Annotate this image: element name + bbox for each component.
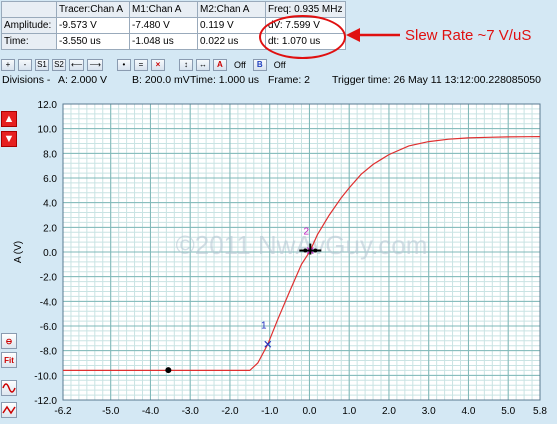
marker-cross[interactable] [264, 340, 272, 348]
y-axis-label: A (V) [13, 241, 24, 263]
marker-label: 1 [261, 320, 267, 331]
marker-mode-button[interactable]: = [133, 59, 148, 71]
scale-down-icon[interactable]: ▼ [1, 131, 17, 147]
y-tick-label: -6.0 [40, 322, 58, 333]
channel-b-division: B: 200.0 mV [132, 74, 190, 86]
x-tick-label: -1.0 [261, 406, 279, 417]
x-tick-label: 5.0 [501, 406, 515, 417]
s2-button[interactable]: S2 [52, 59, 66, 71]
divisions-status-row: Divisions - A: 2.000 V B: 200.0 mV Time:… [2, 73, 555, 87]
sine-wave-icon[interactable] [1, 380, 17, 396]
zoom-in-button[interactable]: + [1, 59, 15, 71]
plot-border [62, 103, 541, 401]
scroll-left-button[interactable]: ⟵ [69, 59, 85, 71]
horizontal-cursor-button[interactable]: ↔ [195, 59, 210, 71]
x-tick-label: -2.0 [221, 406, 239, 417]
trigger-time: Trigger time: 26 May 11 13:12:00.2280850… [332, 74, 541, 86]
watermark: ©2011 NwAvGuy.com [176, 230, 428, 260]
y-tick-label: 6.0 [43, 174, 57, 185]
frame-number: Frame: 2 [268, 74, 311, 86]
x-tick-label: -4.0 [142, 406, 160, 417]
zoom-out-button[interactable]: - [18, 59, 32, 71]
freq-header: Freq: 0.935 MHz [265, 1, 346, 18]
waveform-icon[interactable] [1, 402, 17, 418]
y-tick-label: 4.0 [43, 199, 57, 210]
y-tick-label: -10.0 [34, 371, 57, 382]
y-tick-label: 10.0 [38, 125, 58, 136]
s1-button[interactable]: S1 [35, 59, 49, 71]
y-tick-label: -8.0 [40, 347, 58, 358]
x-tick-label: 4.0 [461, 406, 475, 417]
y-tick-label: -12.0 [34, 396, 57, 407]
measurement-header-row: Tracer:Chan A M1:Chan A M2:Chan A Freq: … [1, 1, 346, 18]
x-tick-label: 2.0 [382, 406, 396, 417]
clear-markers-button[interactable]: × [150, 59, 165, 71]
m1-header: M1:Chan A [129, 1, 198, 18]
measurement-table: Tracer:Chan A M1:Chan A M2:Chan A Freq: … [1, 1, 346, 50]
x-tick-label: 1.0 [342, 406, 356, 417]
y-tick-label: -4.0 [40, 297, 58, 308]
channel-a-trace [63, 136, 541, 371]
time-label: Time: [1, 33, 57, 50]
target-icon[interactable]: ⊖ [1, 333, 17, 349]
annotation-ellipse [259, 15, 346, 59]
slew-rate-annotation: Slew Rate ~7 V/uS [405, 27, 532, 44]
time-division: Time: 1.000 us [190, 74, 260, 86]
x-tick-label: 3.0 [422, 406, 436, 417]
y-tick-label: 0.0 [43, 248, 57, 259]
toolbar: + - S1 S2 ⟵ ⟶ • = × ↕ ↔ A Off B Off [1, 58, 290, 72]
time-tracer-value: -3.550 us [56, 33, 130, 50]
annotation-arrow-icon [346, 28, 400, 42]
y-tick-label: 2.0 [43, 223, 57, 234]
channel-a-state: Off [233, 60, 246, 70]
fit-button[interactable]: Fit [1, 352, 17, 368]
tracer-dot[interactable] [165, 367, 172, 374]
x-tick-label: 5.8 [533, 406, 547, 417]
x-tick-label: -6.2 [54, 406, 72, 417]
channel-b-toggle[interactable]: B [252, 59, 267, 71]
marker-label: 2 [304, 227, 310, 238]
cursor-dot [303, 248, 308, 253]
channel-b-state: Off [273, 60, 286, 70]
x-tick-label: -5.0 [102, 406, 120, 417]
y-tick-label: -2.0 [40, 273, 58, 284]
y-tick-label: 12.0 [38, 100, 58, 111]
dot-mode-button[interactable]: • [116, 59, 131, 71]
channel-a-division: A: 2.000 V [58, 74, 108, 86]
vertical-cursor-button[interactable]: ↕ [178, 59, 193, 71]
cursor-dot [313, 248, 318, 253]
channel-a-toggle[interactable]: A [212, 59, 227, 71]
x-tick-label: 0.0 [302, 406, 316, 417]
scale-up-icon[interactable]: ▲ [1, 111, 17, 127]
scroll-right-button[interactable]: ⟶ [87, 59, 103, 71]
y-tick-label: 8.0 [43, 149, 57, 160]
divisions-label: Divisions - [2, 74, 51, 86]
x-tick-label: -3.0 [182, 406, 200, 417]
